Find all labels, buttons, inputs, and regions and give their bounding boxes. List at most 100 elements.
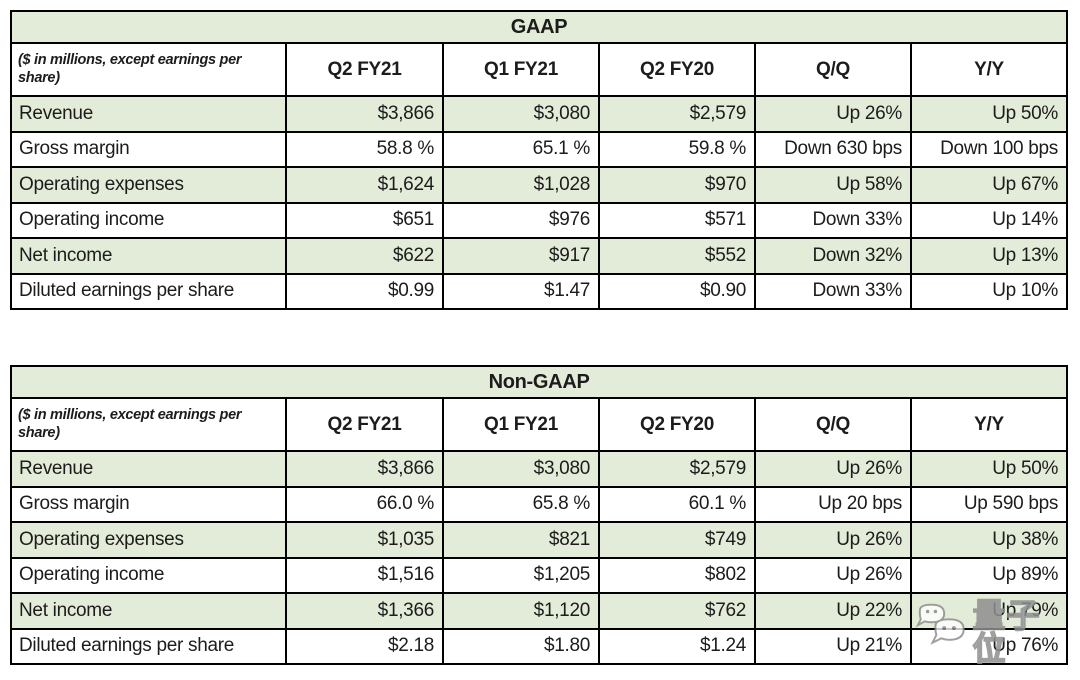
column-header-q1fy21: Q1 FY21	[442, 42, 600, 97]
units-note: ($ in millions, except earnings per shar…	[10, 42, 287, 97]
row-value: $622	[285, 237, 444, 275]
row-value: $2,579	[598, 450, 756, 488]
table-row: Revenue $3,866 $3,080 $2,579 Up 26% Up 50%	[10, 95, 1068, 133]
row-value: $970	[598, 166, 756, 204]
row-value: Up 22%	[754, 592, 912, 630]
row-value: 59.8 %	[598, 130, 756, 168]
row-value: Up 79%	[909, 592, 1069, 630]
row-value: $2.18	[285, 627, 444, 665]
row-value: $821	[442, 521, 600, 559]
row-value: $1,035	[285, 521, 444, 559]
row-label: Revenue	[10, 450, 287, 488]
row-value: Down 630 bps	[754, 130, 912, 168]
row-value: $651	[285, 201, 444, 239]
table-row: Net income $622 $917 $552 Down 32% Up 13%	[10, 237, 1068, 275]
row-value: $1,205	[442, 556, 600, 594]
table-row: Operating expenses $1,035 $821 $749 Up 26% Up…	[10, 521, 1069, 559]
row-value: Up 26%	[754, 95, 912, 133]
column-header-q2fy21: Q2 FY21	[285, 397, 444, 452]
row-label: Operating expenses	[10, 521, 287, 559]
table-title-row: Non-GAAP	[9, 365, 1069, 399]
row-label: Operating income	[10, 556, 287, 594]
row-value: Down 32%	[754, 237, 912, 275]
row-label: Operating expenses	[10, 166, 287, 204]
row-label: Diluted earnings per share	[10, 627, 287, 665]
row-value: Down 33%	[754, 201, 912, 239]
row-value: $1,366	[285, 592, 444, 630]
column-header-qq: Q/Q	[754, 397, 912, 452]
row-value: Up 20 bps	[754, 485, 912, 523]
row-value: Up 26%	[754, 450, 912, 488]
row-value: Up 590 bps	[909, 485, 1069, 523]
row-value: 60.1 %	[598, 485, 756, 523]
row-label: Diluted earnings per share	[10, 272, 287, 310]
row-value: Down 33%	[754, 272, 912, 310]
table-header-row: ($ in millions, except earnings per shar…	[10, 42, 1068, 97]
row-label: Gross margin	[10, 130, 287, 168]
row-value: Down 100 bps	[910, 130, 1068, 168]
row-label: Operating income	[10, 201, 287, 239]
table-row: Gross margin 66.0 % 65.8 % 60.1 % Up 20 bps U…	[10, 485, 1069, 523]
row-value: Up 76%	[909, 627, 1069, 665]
row-value: Up 13%	[910, 237, 1068, 275]
row-value: $3,866	[285, 95, 444, 133]
gaap-table: GAAP ($ in millions, except earnings per…	[10, 10, 1068, 310]
column-header-yy: Y/Y	[910, 42, 1068, 97]
row-value: $917	[442, 237, 600, 275]
column-header-q2fy20: Q2 FY20	[598, 397, 756, 452]
row-label: Gross margin	[10, 485, 287, 523]
column-header-yy: Y/Y	[909, 397, 1069, 452]
column-header-q2fy20: Q2 FY20	[598, 42, 756, 97]
table-row: Net income $1,366 $1,120 $762 Up 22% Up 79%	[10, 592, 1069, 630]
row-value: $802	[598, 556, 756, 594]
row-value: $1.47	[442, 272, 600, 310]
row-value: $749	[598, 521, 756, 559]
row-value: $1.80	[442, 627, 600, 665]
table-row: Operating expenses $1,624 $1,028 $970 Up 58%…	[10, 166, 1068, 204]
row-value: $2,579	[598, 95, 756, 133]
table-row: Diluted earnings per share $2.18 $1.80 $1.2…	[10, 627, 1069, 665]
row-value: $1,624	[285, 166, 444, 204]
row-value: $1,028	[442, 166, 600, 204]
row-value: Up 67%	[910, 166, 1068, 204]
table-row: Diluted earnings per share $0.99 $1.47 $0.9…	[10, 272, 1068, 310]
row-value: Up 10%	[910, 272, 1068, 310]
row-value: 65.8 %	[442, 485, 600, 523]
row-value: $1.24	[598, 627, 756, 665]
row-value: 66.0 %	[285, 485, 444, 523]
table-title-row: GAAP	[10, 10, 1068, 44]
table-row: Gross margin 58.8 % 65.1 % 59.8 % Down 630 b…	[10, 130, 1068, 168]
row-value: $0.99	[285, 272, 444, 310]
row-value: Up 38%	[909, 521, 1069, 559]
row-label: Net income	[10, 592, 287, 630]
row-value: $0.90	[598, 272, 756, 310]
row-label: Net income	[10, 237, 287, 275]
column-header-q1fy21: Q1 FY21	[442, 397, 600, 452]
column-header-qq: Q/Q	[754, 42, 912, 97]
row-value: $1,120	[442, 592, 600, 630]
row-value: $3,866	[285, 450, 444, 488]
row-value: Up 21%	[754, 627, 912, 665]
row-value: $3,080	[442, 450, 600, 488]
row-value: Up 89%	[909, 556, 1069, 594]
table-row: Operating income $1,516 $1,205 $802 Up 26% Up…	[10, 556, 1069, 594]
row-value: Up 50%	[909, 450, 1069, 488]
row-value: $762	[598, 592, 756, 630]
row-label: Revenue	[10, 95, 287, 133]
column-header-q2fy21: Q2 FY21	[285, 42, 444, 97]
units-note: ($ in millions, except earnings per shar…	[10, 397, 287, 452]
table-title: GAAP	[10, 10, 1068, 44]
table-row: Revenue $3,866 $3,080 $2,579 Up 26% Up 50%	[10, 450, 1069, 488]
row-value: 58.8 %	[285, 130, 444, 168]
row-value: Up 50%	[910, 95, 1068, 133]
table-header-row: ($ in millions, except earnings per shar…	[10, 397, 1069, 452]
row-value: $571	[598, 201, 756, 239]
row-value: Up 26%	[754, 556, 912, 594]
row-value: $976	[442, 201, 600, 239]
row-value: $1,516	[285, 556, 444, 594]
row-value: 65.1 %	[442, 130, 600, 168]
row-value: Up 58%	[754, 166, 912, 204]
non-gaap-table: Non-GAAP ($ in millions, except earnings…	[9, 365, 1069, 665]
table-title: Non-GAAP	[9, 365, 1069, 399]
table-row: Operating income $651 $976 $571 Down 33% Up 1…	[10, 201, 1068, 239]
